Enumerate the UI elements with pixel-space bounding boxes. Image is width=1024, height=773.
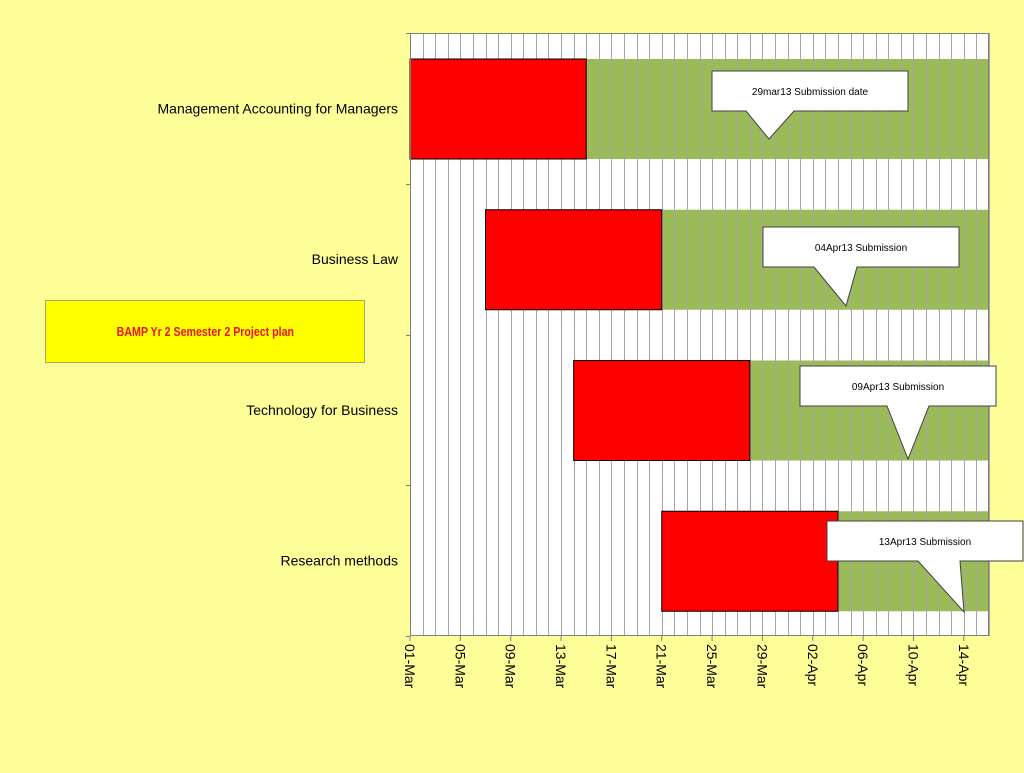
red-bar (661, 510, 839, 612)
callout-text: 13Apr13 Submission (879, 537, 971, 548)
x-tick-label: 01-Mar (402, 644, 418, 689)
x-tick-label: 09-Mar (503, 644, 519, 689)
task-label: Technology for Business (246, 402, 398, 418)
x-tick-label: 21-Mar (654, 644, 670, 689)
x-tick-label: 17-Mar (603, 644, 619, 689)
callout-bubble (799, 365, 997, 461)
x-tick-label: 10-Apr (905, 644, 921, 686)
red-bar (573, 360, 751, 461)
callout-bubble (711, 70, 909, 140)
callout-text: 09Apr13 Submission (852, 382, 944, 393)
x-tick-label: 13-Mar (553, 644, 569, 689)
chart-title: BAMP Yr 2 Semester 2 Project plan (116, 324, 294, 339)
x-tick-label: 06-Apr (855, 644, 871, 686)
x-tick-label: 29-Mar (754, 644, 770, 689)
plot-border (410, 33, 989, 636)
title-box: BAMP Yr 2 Semester 2 Project plan (45, 300, 365, 363)
callout-bubble (826, 520, 1024, 614)
x-tick-label: 05-Mar (452, 644, 468, 689)
callout-bubble (762, 226, 960, 308)
task-label: Management Accounting for Managers (158, 100, 398, 116)
callout-text: 29mar13 Submission date (752, 87, 869, 98)
red-bar (485, 209, 663, 311)
x-tick-label: 02-Apr (805, 644, 821, 686)
x-tick-label: 25-Mar (704, 644, 720, 689)
red-bar (409, 58, 587, 160)
task-label: Research methods (280, 553, 398, 569)
task-label: Business Law (312, 251, 399, 267)
x-tick-label: 14-Apr (956, 644, 972, 686)
callout-text: 04Apr13 Submission (815, 243, 907, 254)
